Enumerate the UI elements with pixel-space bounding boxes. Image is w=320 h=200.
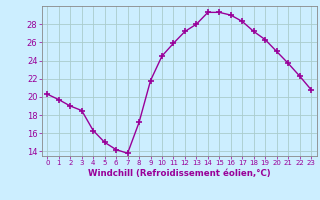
X-axis label: Windchill (Refroidissement éolien,°C): Windchill (Refroidissement éolien,°C) <box>88 169 270 178</box>
